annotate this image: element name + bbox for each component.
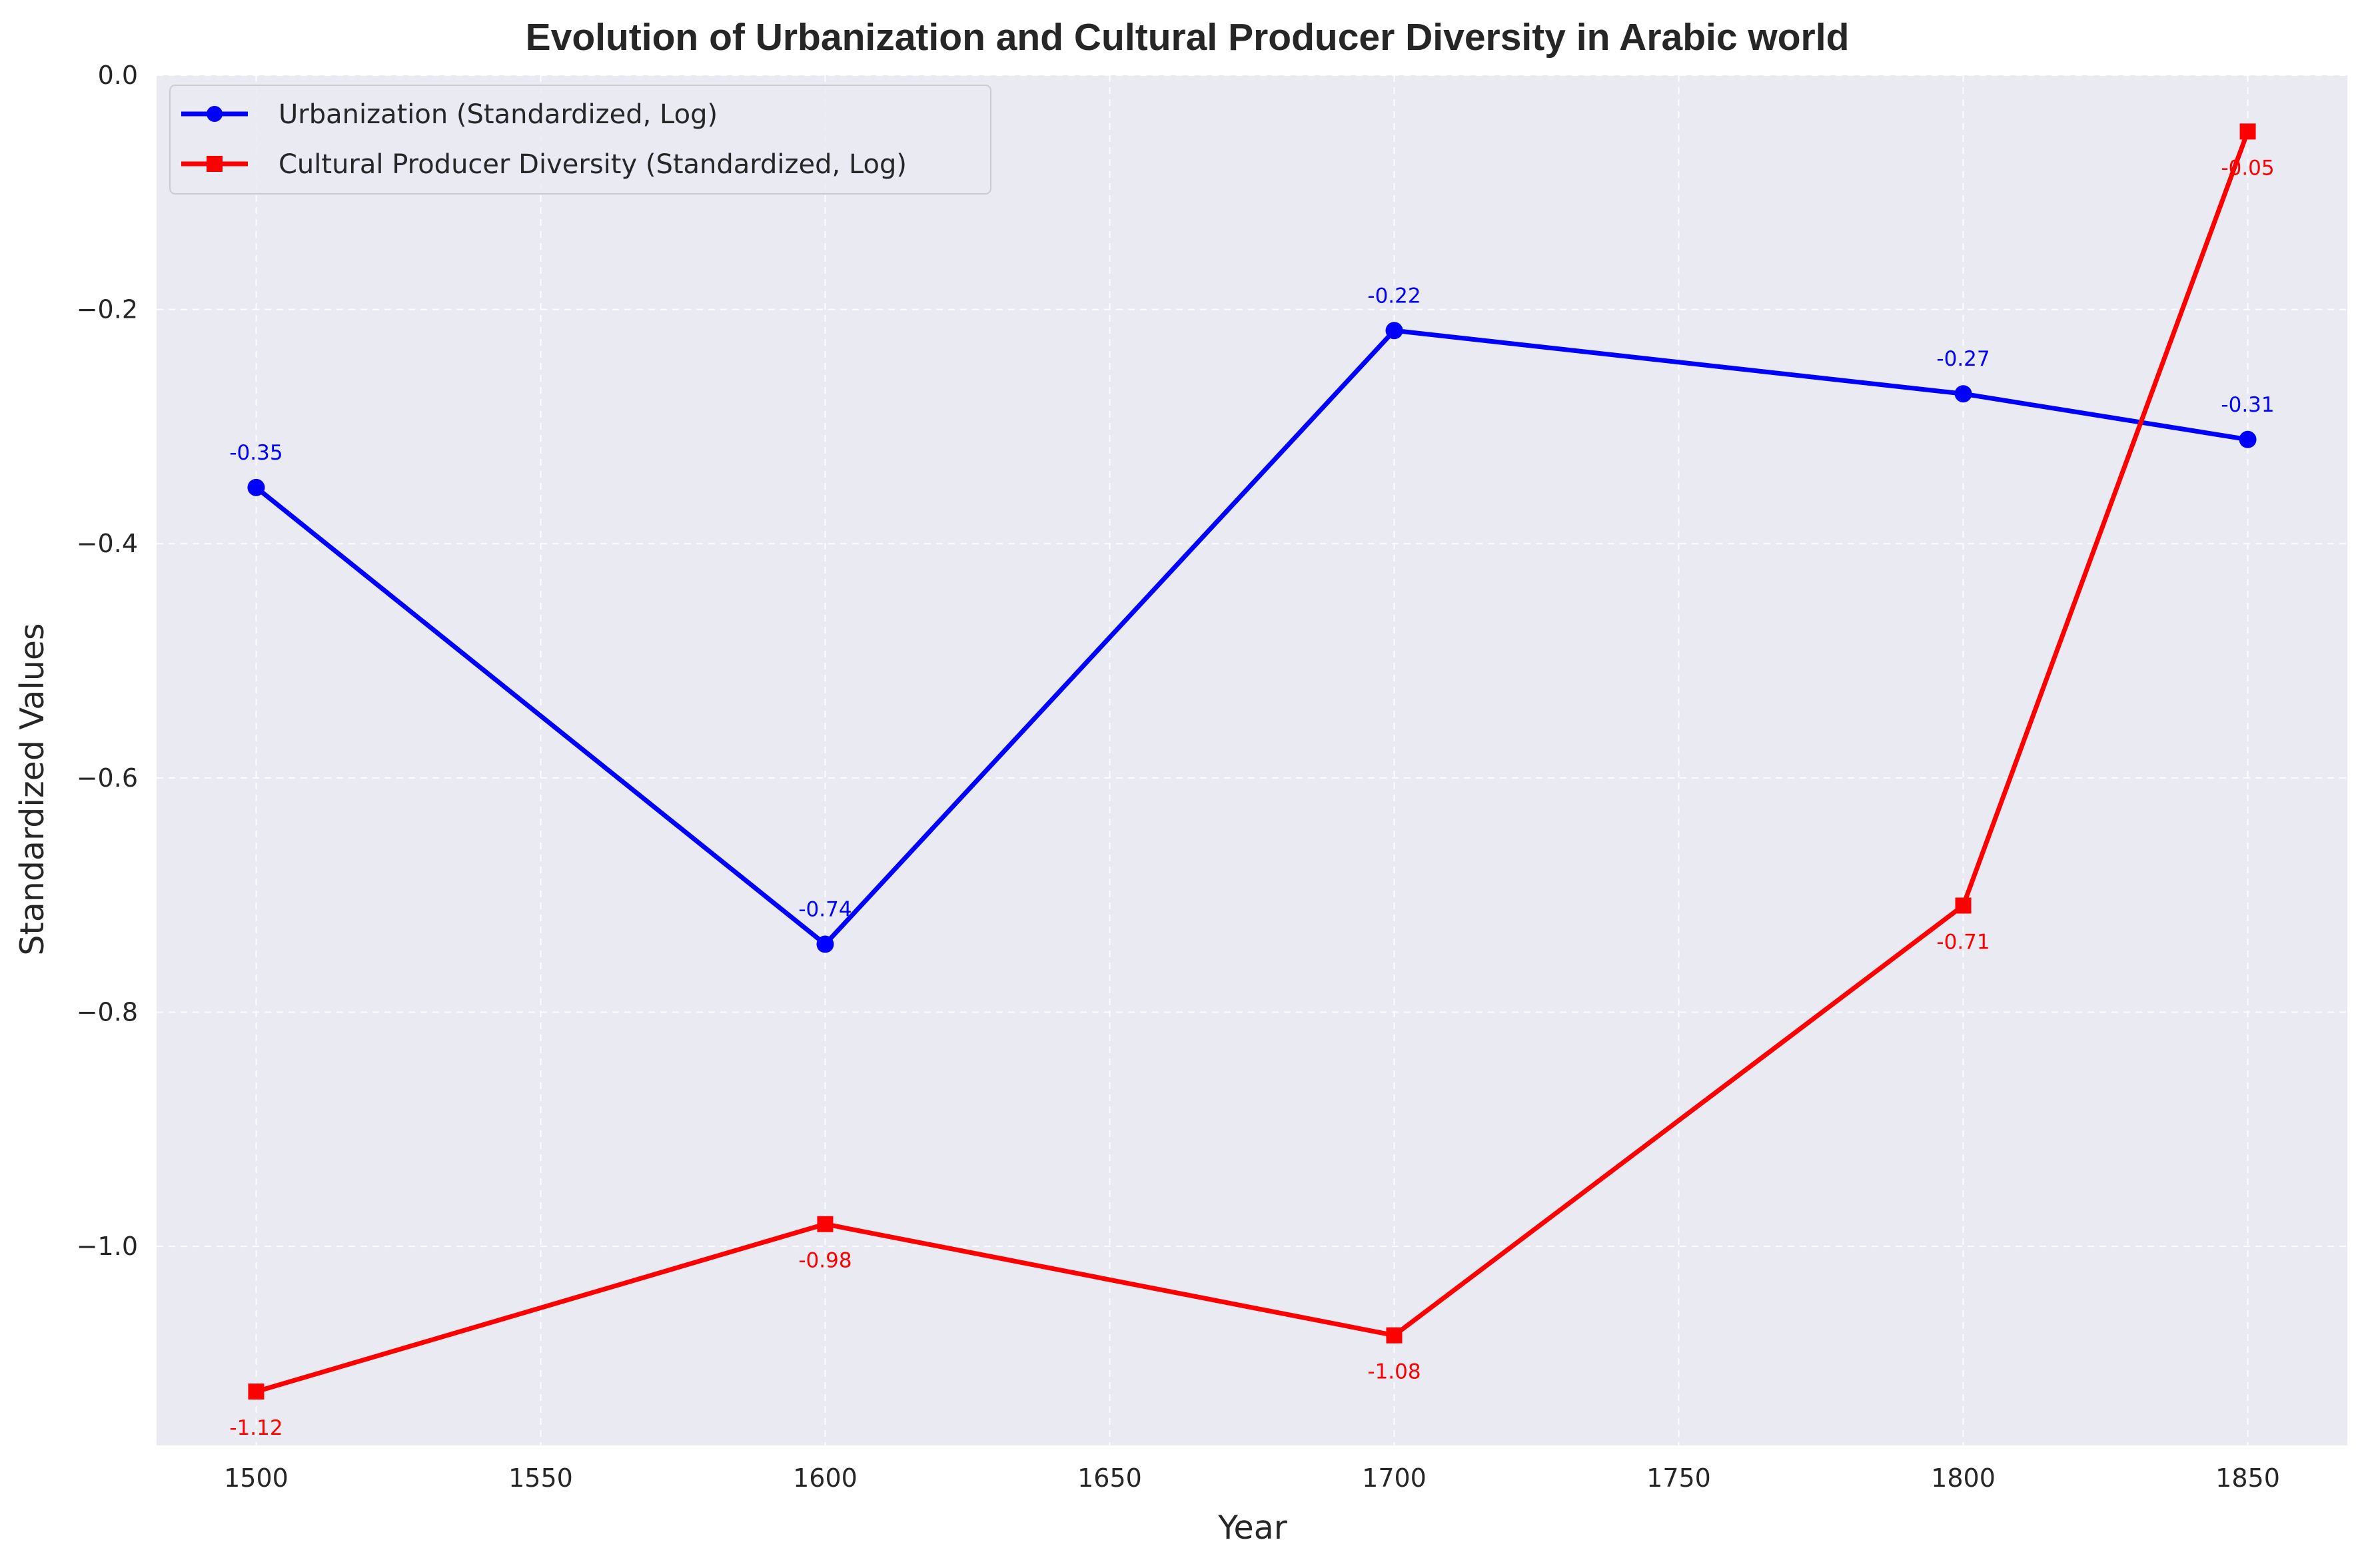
legend-label-cultural-diversity: Cultural Producer Diversity (Standardize… [279, 149, 907, 180]
series-0-point [2239, 430, 2257, 448]
data-label: -0.05 [2221, 156, 2274, 180]
data-label: -0.74 [798, 898, 852, 922]
y-tick-label: −0.6 [77, 763, 138, 793]
series-layer [247, 123, 2257, 1400]
data-label: -1.12 [229, 1416, 283, 1440]
x-tick-label: 1850 [2215, 1463, 2280, 1493]
data-label: -0.27 [1936, 347, 1990, 371]
legend-box [169, 85, 991, 195]
data-labels: -0.35 -0.74 -0.22 -0.27 -0.31 -1.12 -0.98 -1.08… [229, 156, 2274, 1440]
y-tick-label: −0.8 [77, 997, 138, 1026]
x-tick-label: 1500 [224, 1463, 289, 1493]
x-tick-label: 1550 [508, 1463, 573, 1493]
chart-title: Evolution of Urbanization and Cultural P… [526, 16, 1850, 59]
series-1-point [1386, 1327, 1403, 1344]
series-0-point [1385, 322, 1403, 340]
series-0-point [247, 478, 265, 496]
x-axis-ticks: 1500 1550 1600 1650 1700 1750 1800 1850 [224, 1463, 2280, 1493]
x-tick-label: 1800 [1931, 1463, 1996, 1493]
data-label: -0.31 [2221, 393, 2274, 417]
data-label: -1.08 [1367, 1360, 1421, 1384]
y-tick-label: −0.2 [77, 295, 138, 324]
series-1-point [1955, 897, 1972, 914]
series-0-point [816, 935, 834, 953]
data-label: -0.71 [1936, 931, 1990, 955]
legend-marker-urbanization [207, 106, 223, 122]
data-label: -0.22 [1367, 284, 1421, 308]
plot-area [157, 75, 2347, 1445]
y-axis-label: Standardized Values [13, 623, 51, 955]
legend-label-urbanization: Urbanization (Standardized, Log) [279, 99, 718, 130]
y-axis-ticks: 0.0 −0.2 −0.4 −0.6 −0.8 −1.0 [77, 61, 138, 1261]
data-label: -0.98 [798, 1249, 852, 1273]
grid [157, 75, 2347, 1445]
series-1-point [248, 1383, 265, 1400]
legend: Urbanization (Standardized, Log) Cultura… [169, 85, 991, 195]
y-tick-label: 0.0 [98, 61, 138, 90]
y-tick-label: −0.4 [77, 529, 138, 558]
series-1-point [2239, 123, 2256, 140]
legend-marker-cultural-diversity [207, 156, 223, 172]
x-tick-label: 1650 [1077, 1463, 1142, 1493]
x-tick-label: 1600 [793, 1463, 858, 1493]
x-tick-label: 1750 [1646, 1463, 1711, 1493]
series-1-point [817, 1216, 834, 1232]
x-axis-label: Year [1217, 1509, 1288, 1547]
series-0-point [1954, 385, 1972, 403]
data-label: -0.35 [229, 441, 283, 465]
y-tick-label: −1.0 [77, 1232, 138, 1261]
x-tick-label: 1700 [1362, 1463, 1427, 1493]
